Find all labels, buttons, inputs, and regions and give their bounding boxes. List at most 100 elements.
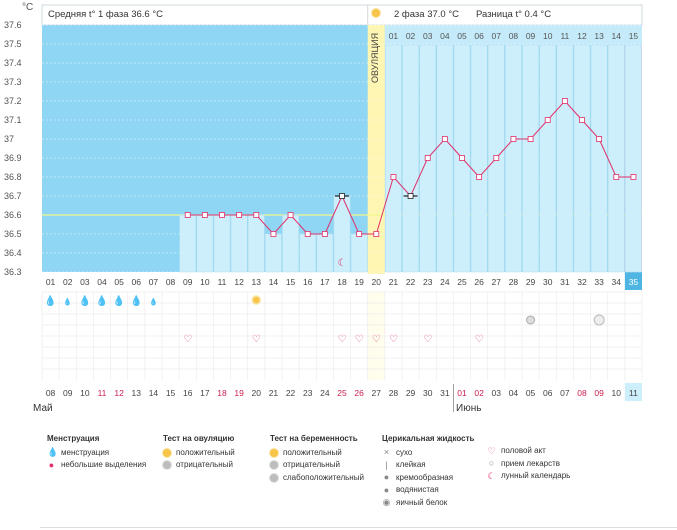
heart-icon: ♡ bbox=[423, 334, 432, 345]
temperature-point bbox=[613, 174, 620, 180]
top-day-label: 15 bbox=[629, 31, 639, 41]
y-tick-label: 36.5 bbox=[4, 229, 22, 239]
calendar-date-label: 11 bbox=[629, 388, 638, 398]
cycle-day-label: 35 bbox=[629, 277, 639, 287]
pregnancy-negative-icon bbox=[270, 461, 278, 470]
pregnancy-positive-icon bbox=[270, 448, 278, 457]
calendar-date-label: 30 bbox=[423, 388, 433, 398]
legend-moon-label: лунный календарь bbox=[501, 471, 571, 480]
cycle-day-label: 25 bbox=[457, 277, 467, 287]
temperature-point bbox=[201, 212, 208, 218]
cycle-day-label: 15 bbox=[286, 277, 296, 287]
temperature-bar bbox=[522, 44, 539, 273]
temperature-point bbox=[253, 212, 260, 218]
calendar-date-label: 13 bbox=[132, 388, 142, 398]
legend-menstruation-label: менструация bbox=[61, 447, 110, 457]
top-day-label: 11 bbox=[560, 31, 569, 41]
current-date-cell bbox=[624, 383, 642, 401]
calendar-date-label: 18 bbox=[217, 388, 227, 398]
temperature-bar bbox=[179, 214, 197, 273]
y-tick-label: 37.3 bbox=[4, 77, 22, 87]
legend-egg-white-label: яичный белок bbox=[396, 497, 448, 507]
temperature-point bbox=[476, 174, 483, 180]
temperature-point bbox=[339, 193, 345, 199]
temperature-difference: Разница t° 0.4 °C bbox=[476, 9, 552, 20]
cycle-day-label: 27 bbox=[492, 277, 502, 287]
temperature-bar bbox=[265, 233, 282, 273]
legend-ovulation-negative-label: отрицательный bbox=[176, 460, 233, 469]
cycle-day-label: 30 bbox=[543, 277, 553, 287]
cycle-day-label: 20 bbox=[372, 277, 382, 287]
y-tick-label: 37.5 bbox=[4, 39, 22, 49]
small-drop-icon: 💧 bbox=[149, 297, 158, 306]
calendar-date-label: 20 bbox=[252, 388, 262, 398]
cycle-day-label: 03 bbox=[80, 277, 90, 287]
cycle-day-label: 12 bbox=[234, 277, 244, 287]
cycle-day-label: 11 bbox=[218, 277, 227, 287]
drop-icon: 💧 bbox=[79, 294, 91, 307]
temperature-point bbox=[356, 231, 363, 237]
cycle-day-label: 05 bbox=[114, 277, 124, 287]
legend-watery-label: водянистая bbox=[396, 485, 439, 494]
pregnancy-test-icon bbox=[526, 315, 536, 325]
cycle-day-label: 09 bbox=[183, 277, 193, 287]
egg-white-icon: ◉ bbox=[382, 497, 391, 508]
temperature-point bbox=[236, 212, 243, 218]
cycle-day-label: 16 bbox=[303, 277, 313, 287]
temperature-bar bbox=[590, 44, 608, 273]
temperature-point bbox=[459, 155, 465, 161]
temperature-bar bbox=[607, 44, 625, 273]
legend-dry-label: сухо bbox=[396, 447, 413, 457]
calendar-date-label: 16 bbox=[183, 388, 193, 398]
top-day-label: 02 bbox=[406, 31, 416, 41]
heart-icon: ♡ bbox=[475, 334, 484, 345]
cycle-day-label: 31 bbox=[560, 277, 570, 287]
cycle-day-label: 01 bbox=[46, 277, 56, 287]
temperature-point bbox=[544, 117, 551, 123]
temperature-bar bbox=[282, 214, 299, 273]
calendar-date-label: 19 bbox=[234, 388, 244, 398]
legend-ovulation-test-title: Тест на овуляцию bbox=[163, 434, 235, 443]
temperature-point bbox=[287, 212, 294, 218]
cycle-day-label: 23 bbox=[423, 277, 433, 287]
cycle-day-label: 08 bbox=[166, 277, 176, 287]
creamy-icon: ● bbox=[383, 472, 390, 483]
temperature-bar bbox=[402, 44, 419, 273]
temperature-unit: °C bbox=[22, 2, 34, 13]
cycle-day-label: 18 bbox=[337, 277, 347, 287]
calendar-date-label: 22 bbox=[286, 388, 296, 398]
temperature-point bbox=[390, 174, 397, 180]
cycle-day-label: 28 bbox=[509, 277, 519, 287]
temperature-point bbox=[630, 174, 637, 180]
legend-pregnancy-test: Тест на беременность положительный отриц… bbox=[270, 433, 364, 484]
y-tick-label: 37.6 bbox=[4, 20, 22, 30]
calendar-date-label: 07 bbox=[560, 388, 570, 398]
calendar-date-label: 09 bbox=[63, 388, 73, 398]
temperature-point bbox=[441, 136, 448, 142]
calendar-date-label: 01 bbox=[457, 388, 467, 398]
temperature-bar bbox=[385, 44, 402, 273]
drop-icon: 💧 bbox=[47, 447, 59, 458]
drop-icon: 💧 bbox=[96, 294, 108, 307]
top-day-label: 14 bbox=[612, 31, 622, 41]
temperature-point bbox=[579, 117, 585, 123]
pill-icon: ○ bbox=[488, 458, 495, 469]
temperature-point bbox=[321, 231, 328, 237]
cycle-day-label: 22 bbox=[406, 277, 416, 287]
heart-icon: ♡ bbox=[487, 445, 496, 456]
temperature-bar bbox=[470, 44, 488, 273]
y-tick-label: 36.6 bbox=[4, 210, 22, 220]
heart-icon: ♡ bbox=[389, 334, 398, 345]
sticky-icon: | bbox=[385, 459, 388, 470]
legend-menstruation: Менструация 💧 менструация ● небольшие выде… bbox=[47, 433, 146, 472]
calendar-date-label: 26 bbox=[354, 388, 364, 398]
pill-icon bbox=[593, 314, 605, 326]
temperature-bar bbox=[316, 233, 334, 273]
heart-icon: ♡ bbox=[183, 334, 192, 345]
legend-pregnancy-test-title: Тест на беременность bbox=[270, 434, 358, 443]
legend-pregnancy-positive-label: положительный bbox=[283, 447, 342, 457]
watery-icon: ● bbox=[383, 484, 390, 495]
legend-cervical-fluid: Церикальная жидкость × сухо | клейкая ● кре… bbox=[382, 433, 474, 509]
small-drop-icon: ● bbox=[48, 459, 55, 470]
cycle-day-label: 24 bbox=[440, 277, 450, 287]
